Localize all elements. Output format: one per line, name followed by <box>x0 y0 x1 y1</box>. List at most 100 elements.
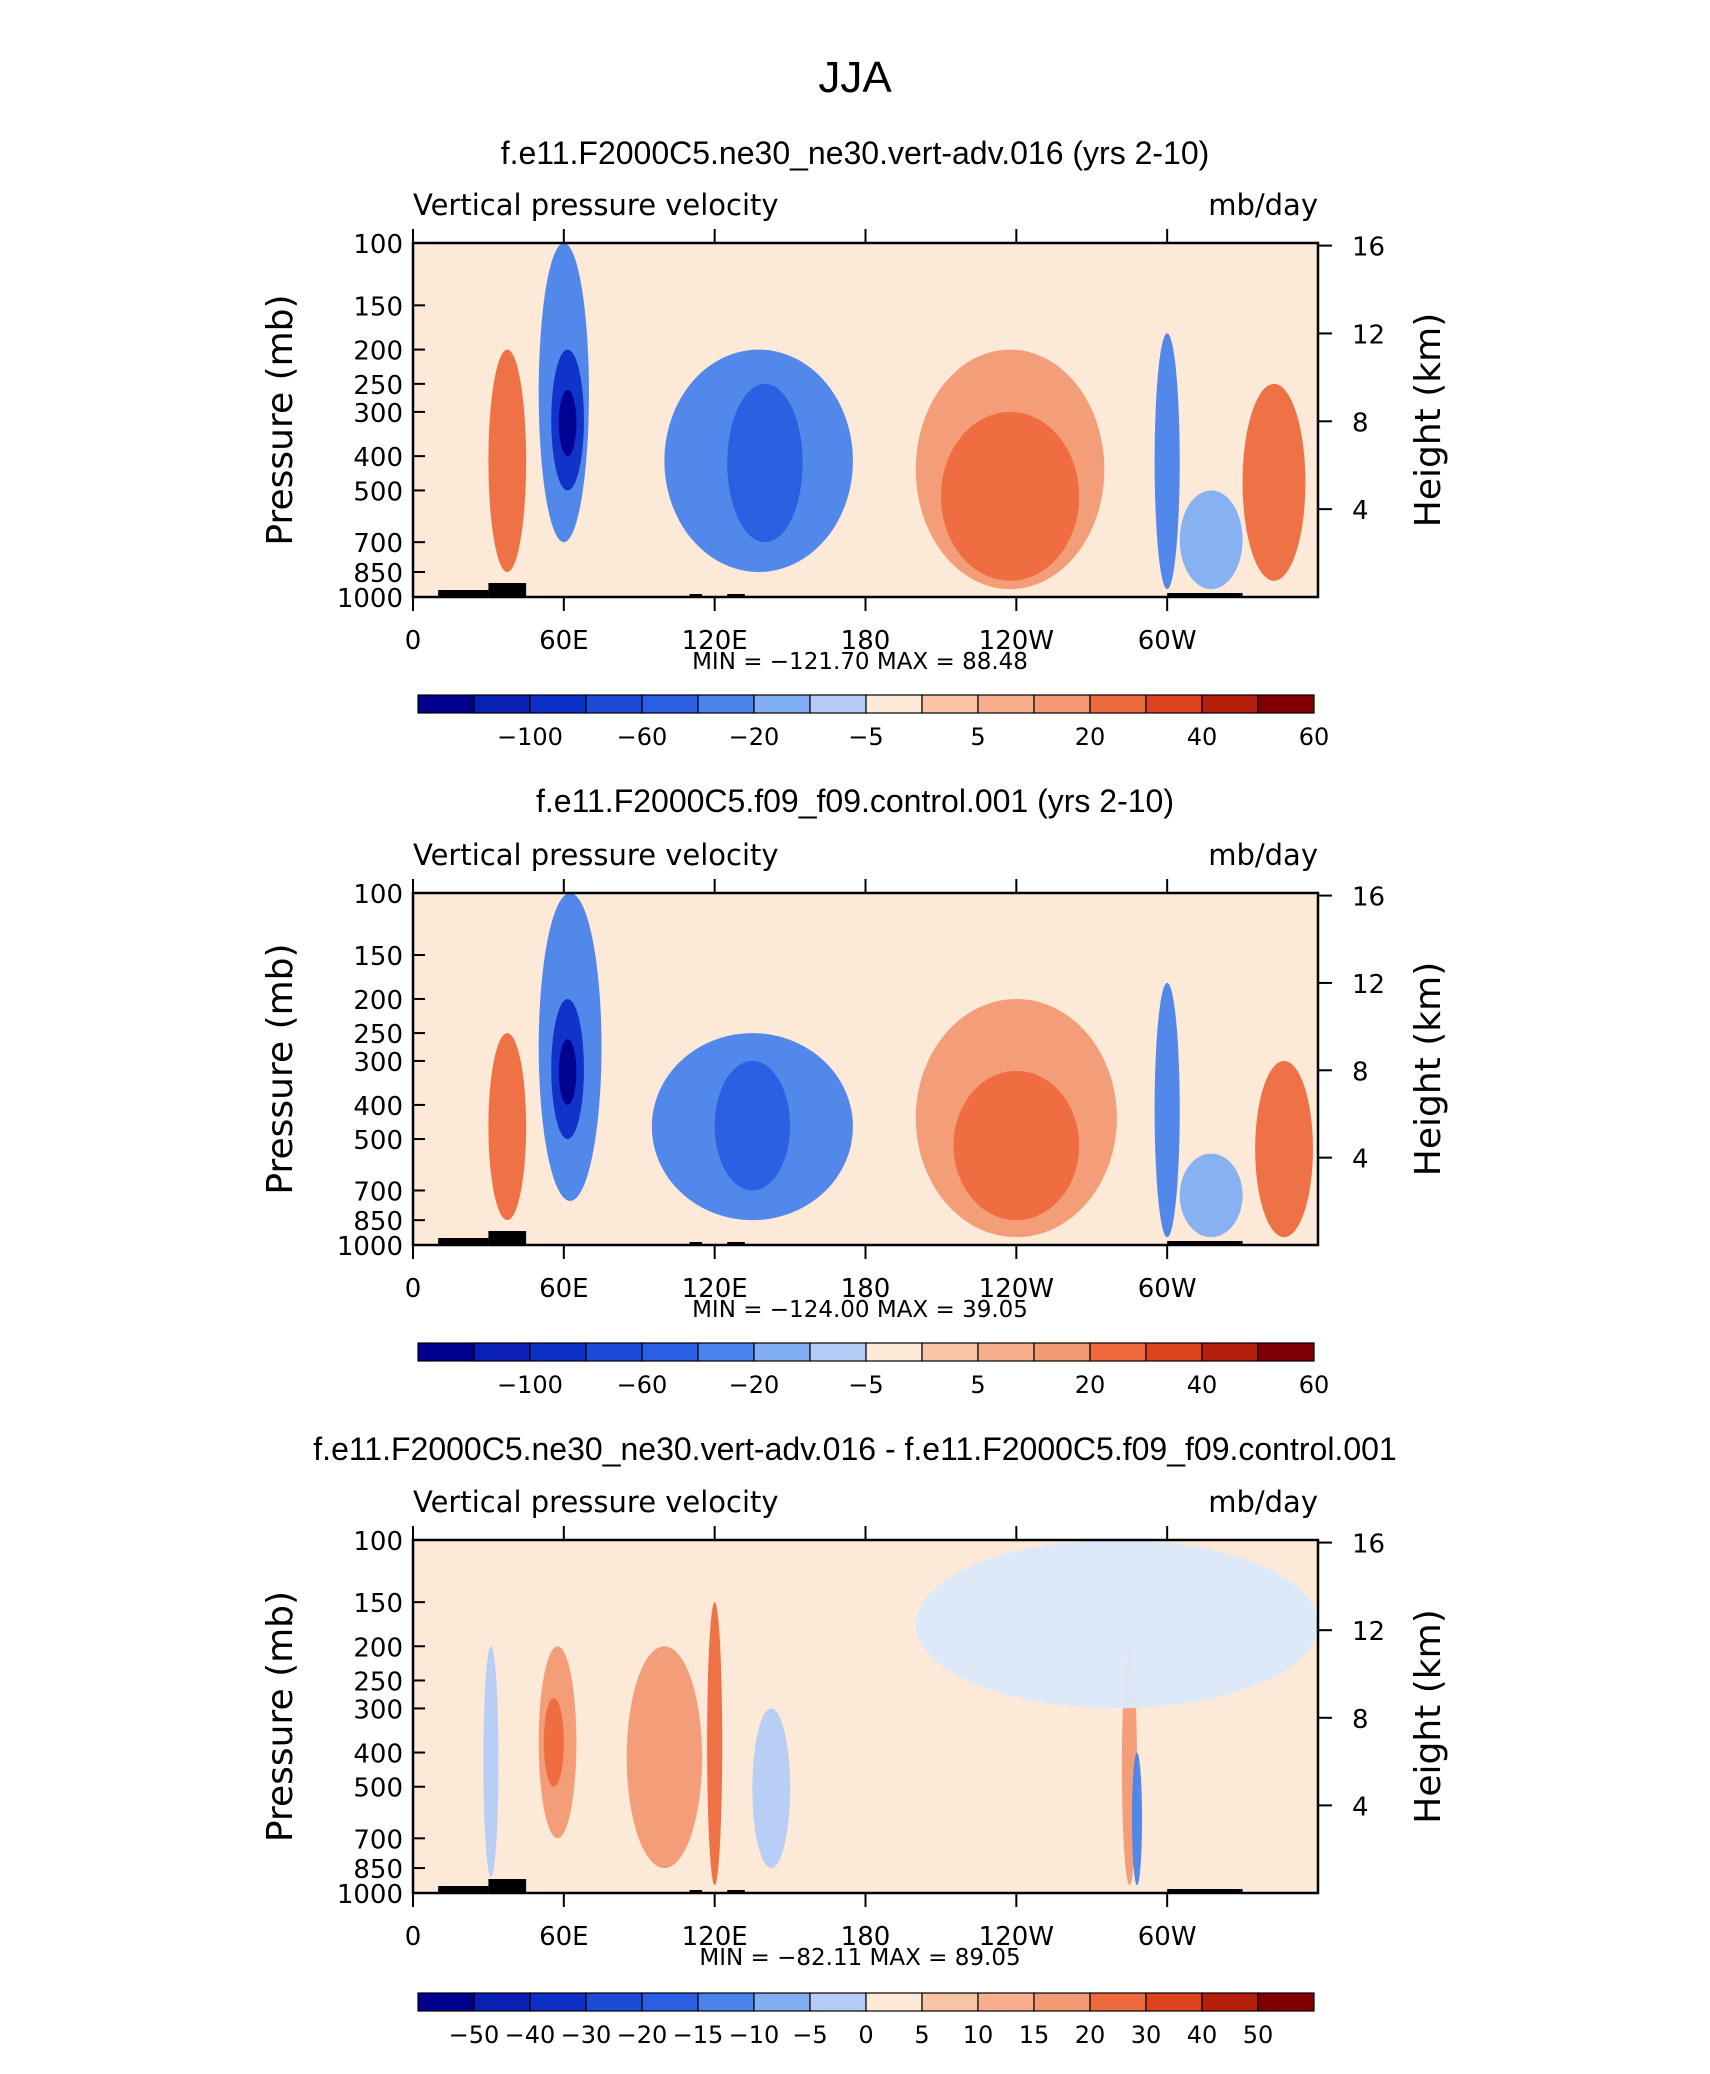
y2-tick-label: 4 <box>1352 496 1369 526</box>
y-tick-label: 1000 <box>337 584 403 614</box>
topography-block-2 <box>488 1231 527 1245</box>
x-tick-label: 0 <box>405 1274 422 1304</box>
y2-tick-label: 16 <box>1352 1530 1385 1560</box>
stats-label: MIN = −121.70 MAX = 88.48 <box>692 649 1028 675</box>
x-tick-label: 120E <box>682 626 748 656</box>
colorbar-box-16 <box>1257 694 1315 714</box>
topography-block-5 <box>1167 1889 1243 1893</box>
colorbar-label: −20 <box>729 1371 780 1399</box>
chart-panel-1: f.e11.F2000C5.ne30_ne30.vert-adv.016 (yr… <box>260 135 1449 751</box>
colorbar-box-2 <box>473 694 531 714</box>
colorbar-box-14 <box>1145 1992 1203 2012</box>
field-region-10 <box>1255 1060 1313 1238</box>
stats-label: MIN = −124.00 MAX = 39.05 <box>692 1297 1028 1323</box>
field-region-8 <box>1154 333 1180 590</box>
colorbar-label: 50 <box>1243 2021 1274 2049</box>
y-tick-label: 300 <box>353 1048 403 1078</box>
colorbar-box-6 <box>697 1342 755 1362</box>
colorbar-box-5 <box>641 1342 699 1362</box>
colorbar-label: 60 <box>1299 723 1330 751</box>
y2-tick-label: 12 <box>1352 970 1385 1000</box>
colorbar-box-5 <box>641 694 699 714</box>
y-tick-label: 700 <box>353 1177 403 1207</box>
field-region-3 <box>558 1039 577 1105</box>
y2-tick-label: 4 <box>1352 1145 1369 1175</box>
field-region-3 <box>558 389 577 457</box>
y-tick-label: 850 <box>353 1207 403 1237</box>
colorbar-box-11 <box>977 694 1035 714</box>
y-tick-label: 850 <box>353 1855 403 1885</box>
y2-tick-label: 16 <box>1352 233 1385 263</box>
topography-block-4 <box>727 1890 745 1893</box>
topography-block-1 <box>438 590 489 597</box>
colorbar-box-2 <box>473 1992 531 2012</box>
y-axis-title: Pressure (mb) <box>260 943 301 1194</box>
field-region-7 <box>1131 1752 1143 1886</box>
topography-block-1 <box>438 1886 489 1893</box>
colorbar-box-14 <box>1145 694 1203 714</box>
colorbar-box-10 <box>921 694 979 714</box>
colorbar-label: −10 <box>729 2021 780 2049</box>
field-region-11 <box>488 1033 527 1221</box>
x-tick-label: 120E <box>682 1922 748 1952</box>
colorbar-box-12 <box>1033 694 1091 714</box>
colorbar-label: 5 <box>914 2021 929 2049</box>
y2-tick-label: 12 <box>1352 320 1385 350</box>
x-tick-label: 120W <box>979 1922 1054 1952</box>
colorbar-box-12 <box>1033 1992 1091 2012</box>
colorbar-box-15 <box>1201 1992 1259 2012</box>
field-region-8 <box>483 1646 499 1877</box>
field-region-9 <box>1179 1153 1243 1238</box>
y-tick-label: 700 <box>353 529 403 559</box>
y2-tick-label: 12 <box>1352 1617 1385 1647</box>
x-tick-label: 180 <box>841 1274 891 1304</box>
colorbar-box-11 <box>977 1342 1035 1362</box>
colorbar-label: 15 <box>1019 2021 1050 2049</box>
colorbar-box-10 <box>921 1342 979 1362</box>
y2-tick-label: 4 <box>1352 1792 1369 1822</box>
left-string: Vertical pressure velocity <box>413 1485 779 1519</box>
colorbar-box-6 <box>697 694 755 714</box>
x-tick-label: 180 <box>841 626 891 656</box>
y-tick-label: 100 <box>353 230 403 260</box>
y-tick-label: 400 <box>353 1092 403 1122</box>
field-region-11 <box>488 349 527 573</box>
colorbar-box-7 <box>753 1342 811 1362</box>
topography-block-3 <box>689 1242 703 1245</box>
colorbar-label: 5 <box>970 1371 985 1399</box>
colorbar-box-2 <box>473 1342 531 1362</box>
y-tick-label: 250 <box>353 1020 403 1050</box>
y-axis-title: Pressure (mb) <box>260 294 301 545</box>
colorbar-box-9 <box>865 694 923 714</box>
chart-panel-2: f.e11.F2000C5.f09_f09.control.001 (yrs 2… <box>260 783 1449 1399</box>
colorbar-label: 20 <box>1075 723 1106 751</box>
colorbar-box-15 <box>1201 694 1259 714</box>
y2-axis-title: Height (km) <box>1408 962 1449 1176</box>
colorbar-box-6 <box>697 1992 755 2012</box>
topography-block-2 <box>488 583 527 597</box>
field-region-10 <box>1242 383 1306 581</box>
field-region-3 <box>626 1646 703 1869</box>
chart-panel-3: f.e11.F2000C5.ne30_ne30.vert-adv.016 - f… <box>260 1431 1449 2049</box>
topography-block-2 <box>488 1879 527 1893</box>
colorbar-box-4 <box>585 1342 643 1362</box>
panels-group: f.e11.F2000C5.ne30_ne30.vert-adv.016 (yr… <box>260 135 1449 2049</box>
x-tick-label: 60E <box>539 1274 589 1304</box>
colorbar-box-8 <box>809 1992 867 2012</box>
panel-title: f.e11.F2000C5.ne30_ne30.vert-adv.016 - f… <box>313 1431 1396 1467</box>
colorbar-box-16 <box>1257 1342 1315 1362</box>
x-tick-label: 60E <box>539 1922 589 1952</box>
y-tick-label: 400 <box>353 443 403 473</box>
x-tick-label: 120W <box>979 1274 1054 1304</box>
colorbar-label: −60 <box>617 1371 668 1399</box>
colorbar-label: −20 <box>617 2021 668 2049</box>
x-tick-label: 180 <box>841 1922 891 1952</box>
units-string: mb/day <box>1208 188 1318 222</box>
y2-tick-label: 16 <box>1352 883 1385 913</box>
topography-block-4 <box>727 1242 745 1245</box>
field-region-5 <box>727 383 803 543</box>
y-tick-label: 500 <box>353 1126 403 1156</box>
panel-title: f.e11.F2000C5.ne30_ne30.vert-adv.016 (yr… <box>501 135 1210 171</box>
y2-tick-label: 8 <box>1352 1057 1369 1087</box>
